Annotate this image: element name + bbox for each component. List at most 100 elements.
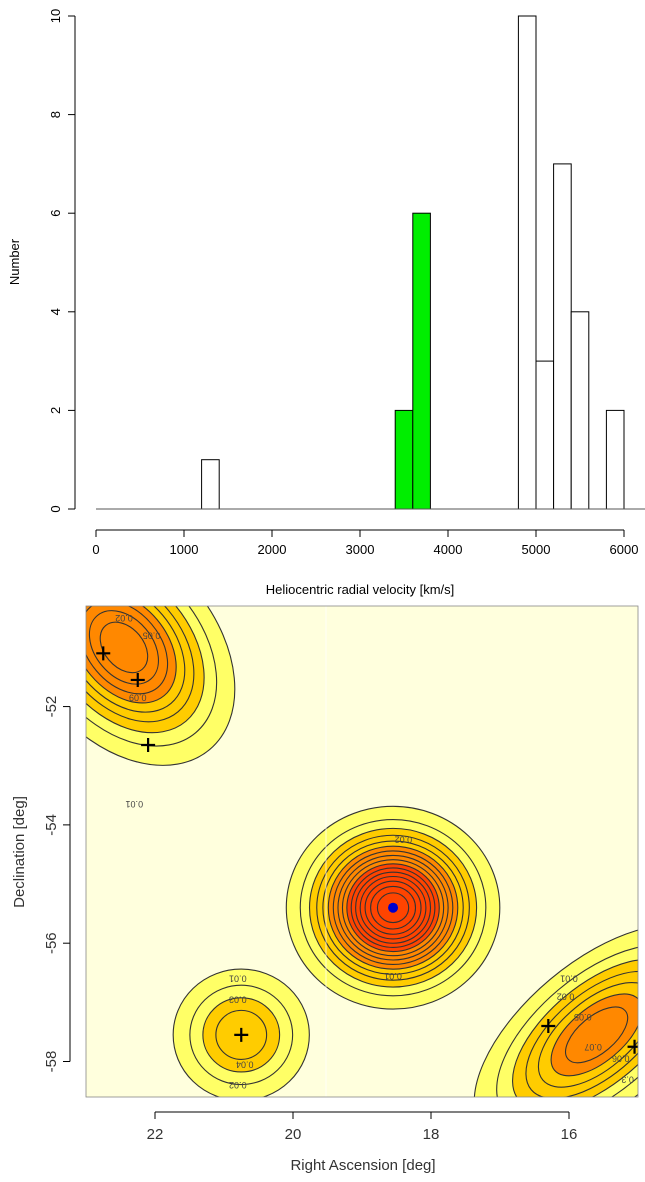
map-y-tick-label-0: -52	[43, 696, 60, 718]
histogram-bar-0	[201, 459, 220, 510]
source-markers	[96, 646, 638, 1054]
contour-label-3: 0.09	[129, 693, 147, 703]
map-y-axis-label: Declination [deg]	[11, 796, 28, 908]
density-band-3-7	[565, 1007, 628, 1063]
contour-line-3-5	[550, 993, 638, 1077]
map-x-tick-label-2: 18	[423, 1126, 440, 1143]
histogram-y-tick-label-2: 4	[48, 308, 63, 315]
contour-line-1-14	[370, 885, 417, 930]
histogram-panel: 0 2 4 6 8 10 0 1000 2000 3000 4000 5000 6000 Helioc…	[7, 9, 645, 597]
contour-label-5: 0.01	[384, 971, 402, 981]
histogram-bar-7	[605, 409, 625, 510]
histogram-bar-5	[553, 163, 572, 510]
plus-marker-3	[234, 1027, 249, 1042]
density-band-0-9	[100, 622, 148, 673]
contour-line-0-0	[86, 606, 236, 766]
contour-line-3-0	[473, 924, 638, 1097]
contour-line-1-9	[346, 863, 440, 953]
histogram-bar-2	[412, 212, 431, 510]
map-x-ticks: 22 20 18 16	[147, 1112, 578, 1143]
contour-label-2: 0.05	[143, 631, 161, 641]
contour-line-1-11	[355, 871, 432, 944]
contour-line-1-8	[341, 859, 445, 957]
contour-line-1-4	[322, 840, 464, 975]
contour-line-1-7	[337, 854, 449, 961]
contour-label-13: 0.07	[584, 1042, 602, 1052]
dot-marker-6	[388, 902, 399, 913]
map-y-ticks: -52 -54 -56 -58	[43, 696, 70, 1073]
plus-marker-4	[541, 1019, 556, 1034]
histogram-y-tick-label-3: 6	[48, 210, 63, 217]
contour-line-1-0	[285, 805, 501, 1010]
contour-line-1-3	[316, 834, 470, 981]
contour-line-1-6	[332, 850, 454, 965]
histogram-x-tick-label-0: 0	[92, 542, 99, 557]
contour-line-1-13	[364, 880, 422, 935]
contour-line-1-15	[376, 892, 410, 924]
contour-line-1-2	[308, 827, 478, 988]
contour-label-0: 0.01	[126, 799, 144, 809]
contour-line-0-3	[86, 606, 195, 723]
density-map-panel: 0.01 0.02 0.05 0.09 0.02 0.01 0.01 0.03 0.04 0.02…	[11, 605, 639, 1174]
histogram-bar-3	[517, 15, 537, 510]
contour-line-0-5	[86, 606, 177, 704]
contour-line-1-10	[350, 867, 436, 948]
contour-line-3-1	[496, 944, 638, 1097]
contour-line-0-4	[86, 606, 186, 713]
contour-label-7: 0.03	[229, 994, 247, 1004]
contour-line-1-12	[359, 875, 427, 940]
histogram-bar-4	[535, 360, 555, 510]
histogram-x-tick-label-4: 4000	[434, 542, 463, 557]
plus-marker-5	[627, 1039, 638, 1054]
histogram-x-tick-label-6: 6000	[610, 542, 639, 557]
contour-line-3-2	[512, 958, 638, 1097]
histogram-bar-6	[570, 311, 590, 510]
histogram-x-tick-label-2: 2000	[258, 542, 287, 557]
map-x-tick-label-0: 22	[147, 1126, 164, 1143]
plus-marker-1	[130, 672, 145, 687]
map-frame	[85, 605, 639, 1098]
contour-line-2-1	[189, 984, 294, 1086]
map-y-tick-label-2: -56	[43, 932, 60, 954]
plus-marker-2	[141, 738, 156, 753]
contour-label-4: 0.02	[395, 835, 413, 845]
histogram-y-tick-label-1: 2	[48, 407, 63, 414]
map-x-tick-label-1: 20	[285, 1126, 302, 1143]
contour-line-0-1	[86, 606, 218, 747]
map-x-tick-label-3: 16	[561, 1126, 578, 1143]
plus-marker-0	[96, 646, 111, 661]
map-y-tick-label-1: -54	[43, 814, 60, 836]
contour-label-6: 0.01	[229, 974, 247, 984]
histogram-bars	[201, 15, 625, 510]
histogram-y-tick-label-5: 10	[48, 9, 63, 23]
contour-line-2-0	[172, 968, 310, 1097]
contour-label-9: 0.02	[229, 1080, 247, 1090]
density-contour-lines	[86, 606, 638, 1097]
contour-line-2-3	[215, 1009, 268, 1060]
histogram-x-tick-label-3: 3000	[346, 542, 375, 557]
contour-line-1-5	[327, 845, 459, 970]
contour-line-0-8	[99, 621, 149, 674]
contour-line-3-4	[537, 982, 638, 1088]
map-x-axis-label: Right Ascension [deg]	[290, 1157, 435, 1174]
contour-label-8: 0.04	[236, 1060, 254, 1070]
histogram-bar-1	[394, 409, 414, 510]
histogram-x-tick-label-5: 5000	[522, 542, 551, 557]
contour-line-0-7	[88, 610, 160, 685]
contour-line-3-3	[525, 970, 638, 1097]
contour-label-1: 0.02	[115, 613, 133, 623]
contour-line-3-6	[565, 1006, 629, 1064]
histogram-y-tick-label-0: 0	[48, 505, 63, 512]
contour-label-11: 0.02	[557, 991, 575, 1001]
histogram-x-tick-label-1: 1000	[170, 542, 199, 557]
contour-line-1-1	[299, 819, 487, 997]
histogram-y-ticks: 0 2 4 6 8 10	[48, 9, 75, 513]
histogram-y-tick-label-4: 8	[48, 111, 63, 118]
map-y-tick-label-3: -58	[43, 1051, 60, 1073]
contour-label-15: 0.3	[621, 1074, 634, 1084]
contour-label-12: 0.05	[574, 1012, 592, 1022]
histogram-x-axis-label: Heliocentric radial velocity [km/s]	[266, 582, 455, 597]
contour-label-10: 0.01	[560, 974, 578, 984]
contour-line-2-2	[202, 997, 281, 1073]
